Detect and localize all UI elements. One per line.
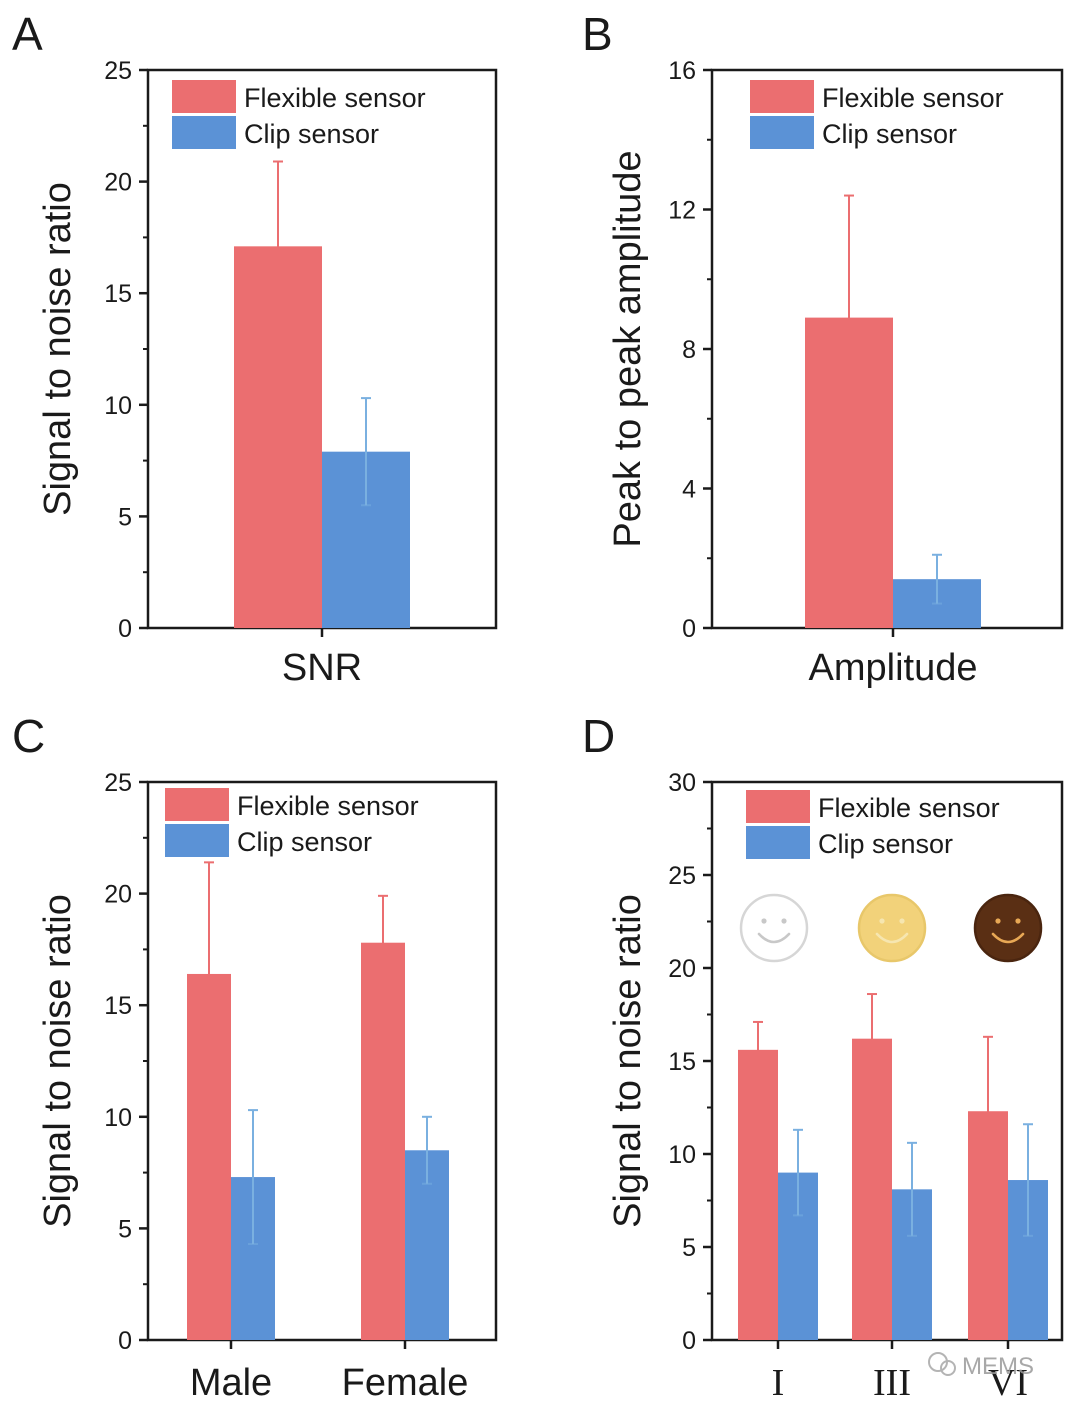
y-tick-label: 10 (104, 392, 132, 420)
watermark: MEMS (928, 1352, 1034, 1380)
legend-swatch-flexible (172, 80, 236, 113)
watermark-label: MEMS (962, 1353, 1034, 1380)
chart-panel-b: B 0 4 8 12 16 Peak to peak amplitude Amplitude F… (582, 8, 1064, 689)
y-tick-label: 0 (682, 1327, 696, 1355)
y-tick-label: 5 (118, 503, 132, 531)
legend-swatch-clip (165, 824, 229, 857)
panel-letter: D (582, 710, 615, 762)
face-eye (1015, 918, 1021, 924)
x-category-label: SNR (282, 647, 362, 689)
y-tick-label: 0 (682, 615, 696, 643)
y-tick-label: 20 (104, 881, 132, 909)
bar-flexible-female (361, 942, 405, 1340)
legend-swatch-clip (746, 826, 810, 859)
legend: Flexible sensor Clip sensor (746, 790, 1000, 859)
y-tick-label: 5 (682, 1234, 696, 1262)
y-tick-label: 12 (668, 197, 696, 225)
y-tick-label: 30 (668, 769, 696, 797)
chart-panel-c: C 0 5 10 15 20 25 Signal to noise ratio Male Fema… (12, 710, 498, 1404)
y-tick-label: 5 (118, 1215, 132, 1243)
legend-label-flexible: Flexible sensor (237, 791, 419, 821)
legend: Flexible sensor Clip sensor (165, 788, 419, 857)
x-category-label: III (873, 1362, 911, 1404)
panel-letter: A (12, 8, 43, 60)
y-tick-label: 10 (104, 1104, 132, 1132)
face-eye (761, 918, 767, 924)
white-smiley-icon (739, 893, 809, 963)
legend: Flexible sensor Clip sensor (750, 80, 1004, 149)
y-tick-label: 25 (104, 769, 132, 797)
y-tick-label: 16 (668, 57, 696, 85)
y-tick-label: 4 (682, 476, 696, 504)
wechat-icon (940, 1360, 956, 1376)
legend-label-clip: Clip sensor (237, 827, 372, 857)
legend-label-flexible: Flexible sensor (244, 83, 426, 113)
legend: Flexible sensor Clip sensor (172, 80, 426, 149)
legend-swatch-clip (750, 116, 814, 149)
y-tick-label: 20 (668, 955, 696, 983)
brown-smiley-icon (973, 893, 1043, 963)
bar-flexible-i (738, 1049, 778, 1340)
y-tick-label: 15 (104, 992, 132, 1020)
y-axis-title: Signal to noise ratio (37, 182, 79, 516)
y-tick-label: 0 (118, 615, 132, 643)
legend-swatch-clip (172, 116, 236, 149)
x-category-label: Male (190, 1362, 272, 1404)
face-eye (899, 918, 905, 924)
face-eye (995, 918, 1001, 924)
panel-letter: C (12, 710, 45, 762)
legend-swatch-flexible (165, 788, 229, 821)
y-tick-label: 25 (104, 57, 132, 85)
face-eye (879, 918, 885, 924)
y-tick-label: 15 (104, 280, 132, 308)
x-category-label: Amplitude (809, 647, 978, 689)
y-tick-label: 20 (104, 169, 132, 197)
yellow-smiley-icon (857, 893, 927, 963)
y-axis-title: Peak to peak amplitude (607, 150, 649, 547)
face-circle (857, 893, 927, 963)
legend-label-clip: Clip sensor (818, 829, 953, 859)
face-smile (757, 932, 791, 944)
legend-swatch-flexible (750, 80, 814, 113)
face-smile (875, 932, 909, 944)
x-category-label: VI (988, 1362, 1028, 1404)
y-tick-label: 25 (668, 862, 696, 890)
legend-label-flexible: Flexible sensor (822, 83, 1004, 113)
legend-label-clip: Clip sensor (822, 119, 957, 149)
x-category-label: I (772, 1362, 785, 1404)
face-smile (991, 932, 1025, 944)
panel-letter: B (582, 8, 613, 60)
legend-swatch-flexible (746, 790, 810, 823)
y-tick-label: 8 (682, 336, 696, 364)
y-axis-title: Signal to noise ratio (607, 894, 649, 1228)
face-circle (739, 893, 809, 963)
y-axis-title: Signal to noise ratio (37, 894, 79, 1228)
chart-panel-a: A 0 5 10 15 20 25 Signal to noise ratio SNR Flexi… (12, 8, 498, 689)
face-eye (781, 918, 787, 924)
legend-label-flexible: Flexible sensor (818, 793, 1000, 823)
y-tick-label: 15 (668, 1048, 696, 1076)
bar-flexible-iii (852, 1038, 892, 1340)
y-tick-label: 10 (668, 1141, 696, 1169)
face-circle (973, 893, 1043, 963)
x-category-label: Female (342, 1362, 469, 1404)
y-tick-label: 0 (118, 1327, 132, 1355)
legend-label-clip: Clip sensor (244, 119, 379, 149)
